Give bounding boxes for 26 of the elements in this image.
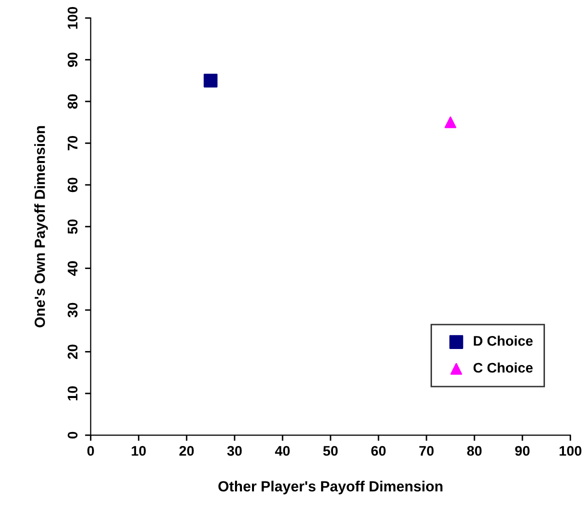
x-tick-label: 70 [419, 446, 434, 456]
y-tick-label: 10 [68, 386, 78, 400]
x-tick-label: 90 [515, 446, 530, 456]
legend-label: D Choice [474, 336, 533, 346]
y-axis-title: One's Own Payoff Dimension [34, 126, 48, 328]
y-tick-label: 100 [68, 7, 78, 29]
x-tick-label: 40 [275, 446, 290, 456]
y-tick-label: 30 [68, 302, 78, 318]
x-axis-title: Other Player's Payoff Dimension [218, 480, 442, 494]
x-tick-label: 0 [87, 446, 94, 456]
x-tick-label: 50 [323, 446, 338, 456]
x-tick-label: 30 [227, 446, 242, 456]
legend-label: C Choice [474, 362, 533, 373]
y-tick-label: 70 [68, 136, 78, 150]
x-tick-label: 60 [371, 446, 386, 456]
y-tick-label: 0 [68, 432, 78, 438]
y-tick-label: 50 [68, 219, 78, 234]
y-tick-label: 90 [68, 52, 78, 67]
y-tick-label: 40 [68, 261, 78, 276]
y-tick-label: 20 [68, 344, 78, 359]
y-tick-label: 80 [68, 94, 78, 109]
y-tick-label: 60 [68, 178, 78, 192]
x-tick-label: 10 [132, 446, 146, 456]
x-tick-label: 80 [467, 446, 482, 456]
x-tick-label: 20 [179, 446, 194, 456]
x-tick-label: 100 [560, 446, 582, 456]
